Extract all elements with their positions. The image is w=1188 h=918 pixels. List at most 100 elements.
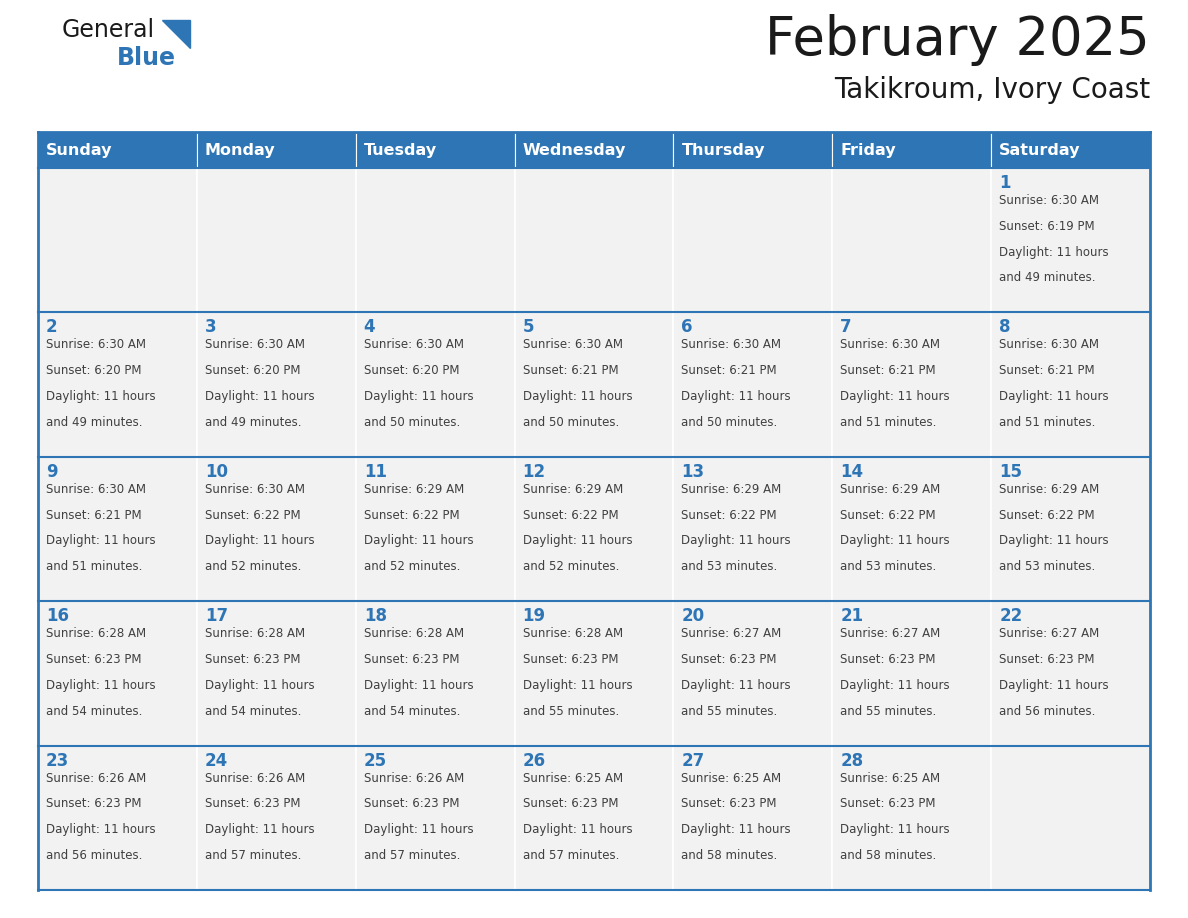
Text: Daylight: 11 hours: Daylight: 11 hours [682, 390, 791, 403]
Text: Sunrise: 6:29 AM: Sunrise: 6:29 AM [999, 483, 1099, 496]
Text: and 53 minutes.: and 53 minutes. [682, 560, 778, 573]
Text: Sunrise: 6:26 AM: Sunrise: 6:26 AM [364, 772, 465, 785]
Text: Sunrise: 6:30 AM: Sunrise: 6:30 AM [523, 339, 623, 352]
Bar [514, 457, 674, 601]
Text: Sunset: 6:19 PM: Sunset: 6:19 PM [999, 219, 1095, 233]
Text: 24: 24 [204, 752, 228, 769]
Text: Thursday: Thursday [682, 142, 765, 158]
Bar [991, 601, 1150, 745]
Text: Sunrise: 6:29 AM: Sunrise: 6:29 AM [523, 483, 623, 496]
Text: Sunrise: 6:30 AM: Sunrise: 6:30 AM [204, 339, 305, 352]
Text: and 52 minutes.: and 52 minutes. [523, 560, 619, 573]
Text: Sunrise: 6:25 AM: Sunrise: 6:25 AM [682, 772, 782, 785]
Text: Sunrise: 6:29 AM: Sunrise: 6:29 AM [840, 483, 941, 496]
Bar [38, 601, 197, 745]
Text: Sunrise: 6:30 AM: Sunrise: 6:30 AM [364, 339, 463, 352]
Text: Sunset: 6:21 PM: Sunset: 6:21 PM [840, 364, 936, 377]
Text: and 53 minutes.: and 53 minutes. [840, 560, 936, 573]
Text: and 55 minutes.: and 55 minutes. [682, 704, 778, 718]
Text: Daylight: 11 hours: Daylight: 11 hours [364, 678, 473, 692]
Bar [674, 601, 833, 745]
Text: Sunset: 6:20 PM: Sunset: 6:20 PM [46, 364, 141, 377]
Text: Sunset: 6:23 PM: Sunset: 6:23 PM [523, 798, 618, 811]
Bar [674, 312, 833, 457]
Bar [674, 745, 833, 890]
Text: 7: 7 [840, 319, 852, 336]
Text: Sunrise: 6:27 AM: Sunrise: 6:27 AM [840, 627, 941, 640]
Text: Sunrise: 6:30 AM: Sunrise: 6:30 AM [204, 483, 305, 496]
Bar [833, 745, 991, 890]
Text: and 51 minutes.: and 51 minutes. [999, 416, 1095, 429]
Text: 28: 28 [840, 752, 864, 769]
Bar [514, 168, 674, 312]
Text: and 53 minutes.: and 53 minutes. [999, 560, 1095, 573]
Text: and 54 minutes.: and 54 minutes. [204, 704, 302, 718]
Text: and 54 minutes.: and 54 minutes. [364, 704, 460, 718]
Text: 19: 19 [523, 607, 545, 625]
Text: Daylight: 11 hours: Daylight: 11 hours [840, 390, 950, 403]
Bar [833, 168, 991, 312]
Text: and 58 minutes.: and 58 minutes. [840, 849, 936, 862]
Bar [674, 168, 833, 312]
Text: Sunset: 6:23 PM: Sunset: 6:23 PM [840, 798, 936, 811]
Bar [197, 132, 355, 168]
Bar [355, 168, 514, 312]
Text: February 2025: February 2025 [765, 14, 1150, 66]
Text: Daylight: 11 hours: Daylight: 11 hours [46, 823, 156, 836]
Bar [833, 457, 991, 601]
Text: and 54 minutes.: and 54 minutes. [46, 704, 143, 718]
Text: General: General [62, 18, 156, 42]
Text: 22: 22 [999, 607, 1023, 625]
Text: 13: 13 [682, 463, 704, 481]
Text: Sunrise: 6:30 AM: Sunrise: 6:30 AM [840, 339, 940, 352]
Text: Sunset: 6:22 PM: Sunset: 6:22 PM [523, 509, 618, 521]
Bar [355, 745, 514, 890]
Text: 16: 16 [46, 607, 69, 625]
Text: and 49 minutes.: and 49 minutes. [204, 416, 302, 429]
Text: Sunset: 6:21 PM: Sunset: 6:21 PM [682, 364, 777, 377]
Text: Sunrise: 6:30 AM: Sunrise: 6:30 AM [46, 483, 146, 496]
Text: Sunrise: 6:28 AM: Sunrise: 6:28 AM [364, 627, 463, 640]
Text: and 57 minutes.: and 57 minutes. [523, 849, 619, 862]
Bar [197, 745, 355, 890]
Bar [674, 457, 833, 601]
Text: and 52 minutes.: and 52 minutes. [204, 560, 302, 573]
Text: Daylight: 11 hours: Daylight: 11 hours [364, 534, 473, 547]
Text: Sunrise: 6:30 AM: Sunrise: 6:30 AM [999, 339, 1099, 352]
Text: 10: 10 [204, 463, 228, 481]
Text: 21: 21 [840, 607, 864, 625]
Text: 18: 18 [364, 607, 387, 625]
Bar [514, 132, 674, 168]
Text: Daylight: 11 hours: Daylight: 11 hours [999, 390, 1108, 403]
Bar [197, 457, 355, 601]
Text: Sunrise: 6:28 AM: Sunrise: 6:28 AM [523, 627, 623, 640]
Text: Sunrise: 6:26 AM: Sunrise: 6:26 AM [204, 772, 305, 785]
Text: Sunset: 6:21 PM: Sunset: 6:21 PM [46, 509, 141, 521]
Text: Sunrise: 6:29 AM: Sunrise: 6:29 AM [682, 483, 782, 496]
Bar [197, 168, 355, 312]
Text: Sunset: 6:22 PM: Sunset: 6:22 PM [840, 509, 936, 521]
Bar [355, 601, 514, 745]
Text: Sunset: 6:23 PM: Sunset: 6:23 PM [840, 653, 936, 666]
Polygon shape [162, 20, 190, 48]
Text: Sunrise: 6:30 AM: Sunrise: 6:30 AM [999, 194, 1099, 207]
Text: Sunrise: 6:28 AM: Sunrise: 6:28 AM [46, 627, 146, 640]
Text: Daylight: 11 hours: Daylight: 11 hours [46, 678, 156, 692]
Text: and 51 minutes.: and 51 minutes. [46, 560, 143, 573]
Bar [833, 132, 991, 168]
Text: Saturday: Saturday [999, 142, 1081, 158]
Text: 4: 4 [364, 319, 375, 336]
Text: and 56 minutes.: and 56 minutes. [999, 704, 1095, 718]
Text: Tuesday: Tuesday [364, 142, 437, 158]
Text: and 50 minutes.: and 50 minutes. [682, 416, 778, 429]
Text: Sunset: 6:22 PM: Sunset: 6:22 PM [682, 509, 777, 521]
Bar [991, 132, 1150, 168]
Bar [197, 601, 355, 745]
Text: Daylight: 11 hours: Daylight: 11 hours [523, 390, 632, 403]
Text: Sunrise: 6:25 AM: Sunrise: 6:25 AM [840, 772, 941, 785]
Text: Sunset: 6:23 PM: Sunset: 6:23 PM [999, 653, 1094, 666]
Bar [38, 457, 197, 601]
Text: 3: 3 [204, 319, 216, 336]
Text: Daylight: 11 hours: Daylight: 11 hours [682, 678, 791, 692]
Text: Sunset: 6:23 PM: Sunset: 6:23 PM [204, 653, 301, 666]
